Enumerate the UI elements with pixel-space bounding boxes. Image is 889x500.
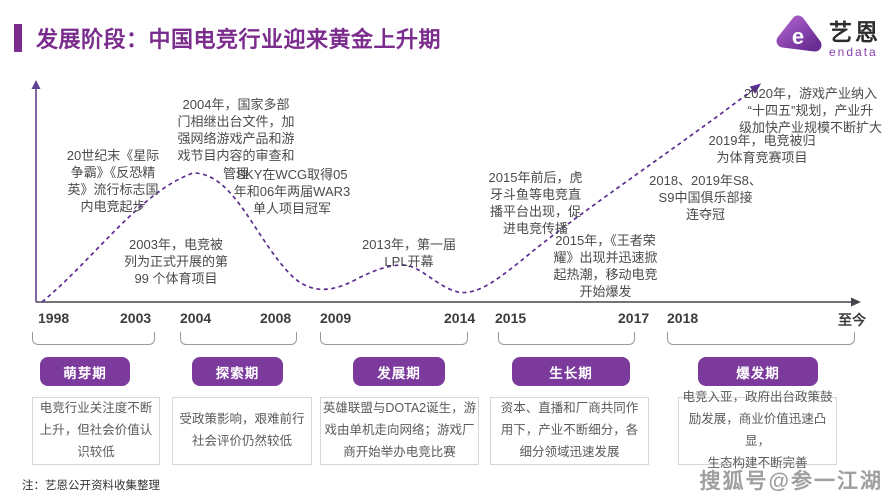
year-start-2018: 2018	[667, 310, 699, 326]
period-description-1: 电竞行业关注度不断 上升，但社会价值认 识较低	[39, 401, 153, 459]
period-box-5: 电竞入亚，政府出台政策鼓 励发展，商业价值迅速凸显， 生态构建不断完善	[678, 390, 837, 470]
period-pill-3: 发展期	[353, 357, 445, 386]
endata-logo: e 艺恩 endata	[774, 14, 881, 64]
period-description-2: 受政策影响，艰难前行 社会评价仍然较低	[179, 412, 305, 448]
endata-logo-icon: e	[776, 15, 822, 52]
year-start-2015: 2015	[495, 310, 527, 326]
logo-en-label: endata	[829, 44, 878, 59]
period-box-1: 电竞行业关注度不断 上升，但社会价值认 识较低	[32, 397, 160, 465]
x-axis-arrow-icon	[851, 297, 861, 307]
period-pill-4: 生长期	[512, 357, 630, 386]
annotation-2020: 2020年，游戏产业纳入 “十四五”规划，产业升 级加快产业规模不断扩大	[738, 86, 882, 136]
period-bracket-3	[320, 332, 468, 345]
period-box-3: 英雄联盟与DOTA2诞生，游 戏由单机走向网络；游戏厂 商开始举办电竞比赛	[320, 397, 479, 465]
development-curve	[41, 87, 756, 303]
title-accent-bar	[14, 24, 22, 52]
logo-cn-label: 艺恩	[829, 18, 881, 45]
period-pill-1: 萌芽期	[40, 357, 130, 386]
period-bracket-2	[180, 332, 297, 345]
period-description-3: 英雄联盟与DOTA2诞生，游 戏由单机走向网络；游戏厂 商开始举办电竞比赛	[322, 401, 477, 459]
period-pill-2: 探索期	[192, 357, 283, 386]
year-start-2009: 2009	[320, 310, 352, 326]
annotation-2018-s8s9: 2018、2019年S8、 S9中国俱乐部接 连夺冠	[649, 173, 762, 223]
annotation-2015-mobile: 2015年，《王者荣 耀》出现并迅速掀 起热潮，移动电竞 开始爆发	[553, 233, 658, 300]
annotation-sky-wcg: SKY在WCG取得05 年和06年两届WAR3 单人项目冠军	[233, 167, 351, 217]
period-box-4: 资本、直播和厂商共同作 用下，产业不断细分，各 细分领域迅速发展	[490, 397, 649, 465]
period-box-2: 受政策影响，艰难前行 社会评价仍然较低	[172, 397, 312, 465]
year-end-2017: 2017	[618, 310, 650, 326]
year-end-2008: 2008	[260, 310, 292, 326]
page-title: 发展阶段：中国电竞行业迎来黄金上升期	[36, 27, 442, 52]
curve-arrow-icon	[749, 83, 762, 94]
y-axis-arrow-icon	[31, 80, 41, 89]
year-start-2004: 2004	[180, 310, 212, 326]
period-bracket-5	[667, 332, 855, 345]
annotation-2004: 2004年，国家多部 门相继出台文件，加 强网络游戏产品和游 戏节目内容的审查和…	[177, 97, 295, 181]
period-bracket-4	[498, 332, 635, 345]
period-description-5: 电竞入亚，政府出台政策鼓 励发展，商业价值迅速凸显， 生态构建不断完善	[682, 390, 833, 470]
annotation-2019: 2019年，电竞被归 为体育竞赛项目	[708, 133, 816, 166]
annotation-2015-streaming: 2015年前后，虎 牙斗鱼等电竞直 播平台出现，促 进电竞传播	[488, 170, 583, 237]
annotation-late-1990s: 20世纪末《星际 争霸》《反恐精 英》流行标志国 内电竞起步	[66, 148, 160, 215]
timeline-curve-chart	[31, 80, 861, 307]
watermark: 搜狐号@参一江湖	[699, 470, 883, 493]
source-note: 注：艺恩公开资料收集整理	[22, 480, 160, 492]
annotation-2003: 2003年，电竞被 列为正式开展的第 99 个体育项目	[123, 237, 228, 287]
year-start-1998: 1998	[38, 310, 70, 326]
year-end-2014: 2014	[444, 310, 476, 326]
year-end-2003: 2003	[120, 310, 152, 326]
period-bracket-1	[32, 332, 155, 345]
svg-text:e: e	[792, 24, 804, 49]
period-pill-5: 爆发期	[698, 357, 818, 386]
annotation-2013: 2013年，第一届 LPL开幕	[362, 237, 456, 270]
period-description-4: 资本、直播和厂商共同作 用下，产业不断细分，各 细分领域迅速发展	[500, 401, 639, 459]
year-end-now: 至今	[838, 312, 866, 328]
endata-logo-text: 艺恩 endata	[829, 18, 881, 59]
